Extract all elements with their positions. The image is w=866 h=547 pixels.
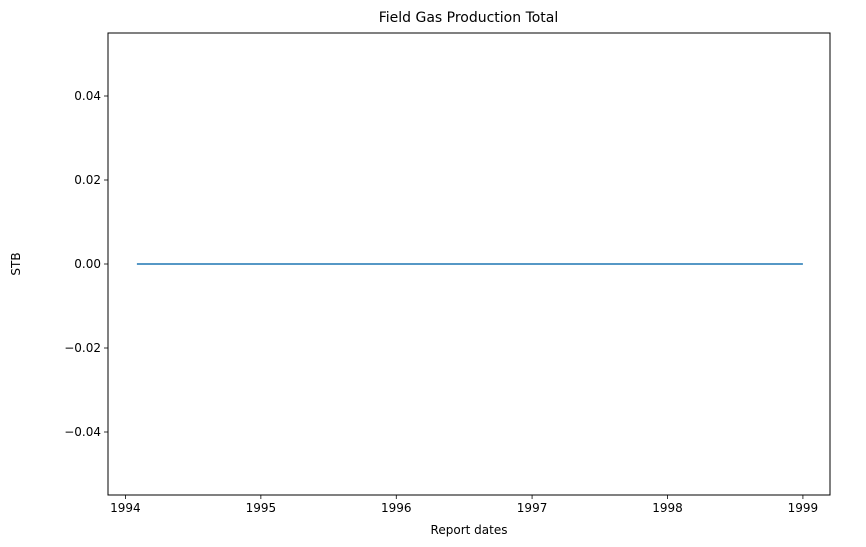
y-tick-label: 0.04 bbox=[74, 89, 101, 103]
y-axis: −0.04 −0.02 0.00 0.02 0.04 bbox=[64, 89, 108, 439]
y-tick-label: −0.04 bbox=[64, 425, 101, 439]
y-tick-label: 0.00 bbox=[74, 257, 101, 271]
y-axis-label: STB bbox=[9, 252, 23, 275]
x-tick-label: 1995 bbox=[246, 501, 277, 515]
x-tick-label: 1996 bbox=[381, 501, 412, 515]
x-tick-label: 1998 bbox=[652, 501, 683, 515]
y-tick-label: −0.02 bbox=[64, 341, 101, 355]
x-tick-label: 1994 bbox=[110, 501, 141, 515]
x-axis: 1994 1995 1996 1997 1998 1999 bbox=[110, 495, 818, 515]
x-tick-label: 1997 bbox=[517, 501, 548, 515]
chart-title: Field Gas Production Total bbox=[379, 10, 559, 26]
x-tick-label: 1999 bbox=[788, 501, 819, 515]
x-axis-label: Report dates bbox=[431, 523, 508, 537]
y-tick-label: 0.02 bbox=[74, 173, 101, 187]
